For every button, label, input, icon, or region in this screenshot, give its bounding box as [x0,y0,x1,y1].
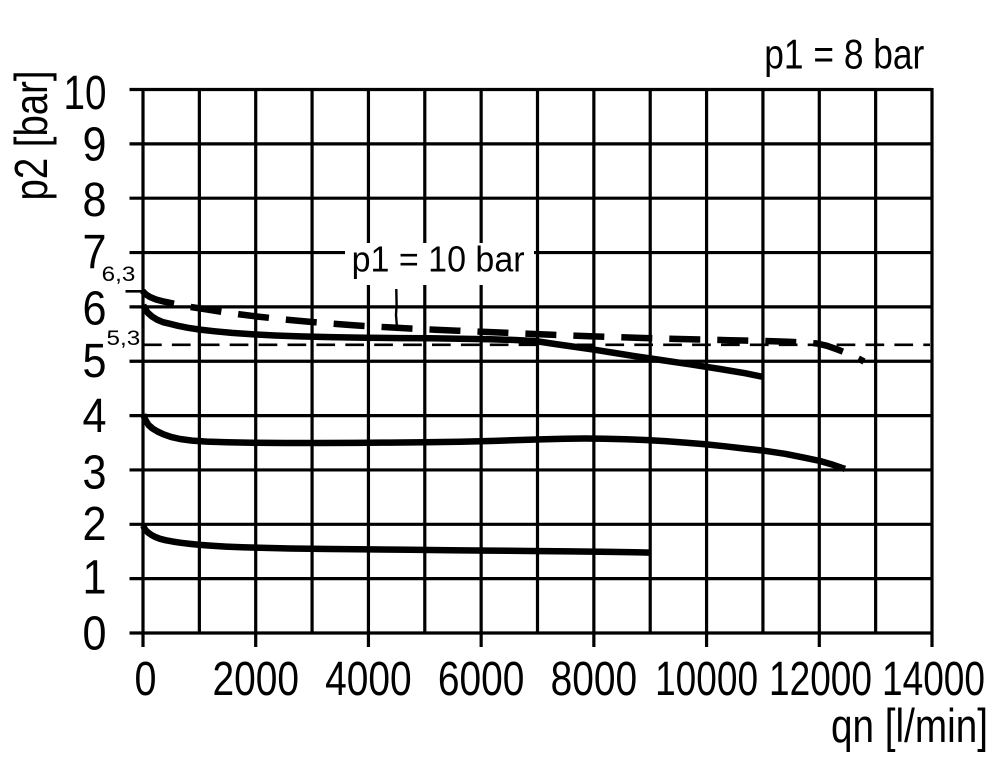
svg-text:2: 2 [83,498,107,551]
svg-text:8: 8 [83,174,107,227]
svg-text:14000: 14000 [882,653,985,706]
svg-text:5,3: 5,3 [107,326,141,350]
svg-text:7: 7 [83,226,107,279]
svg-text:0: 0 [135,653,157,706]
svg-text:p1 = 10 bar: p1 = 10 bar [352,239,525,280]
svg-text:5: 5 [83,335,107,388]
svg-text:10000: 10000 [655,653,758,706]
svg-text:2000: 2000 [212,653,299,706]
svg-text:6: 6 [83,283,107,336]
svg-text:p1 = 8 bar: p1 = 8 bar [764,31,924,78]
svg-text:4: 4 [83,390,107,443]
svg-text:4000: 4000 [325,653,412,706]
svg-text:6,3: 6,3 [102,262,136,286]
svg-text:12000: 12000 [769,653,872,706]
svg-text:9: 9 [83,119,107,172]
svg-text:qn [l/min]: qn [l/min] [831,699,988,752]
svg-text:3: 3 [83,447,107,500]
svg-text:0: 0 [83,608,107,661]
svg-text:8000: 8000 [551,653,638,706]
svg-text:p2 [bar]: p2 [bar] [5,71,57,201]
svg-text:10: 10 [64,67,107,120]
svg-text:1: 1 [83,552,107,605]
svg-text:6000: 6000 [438,653,525,706]
